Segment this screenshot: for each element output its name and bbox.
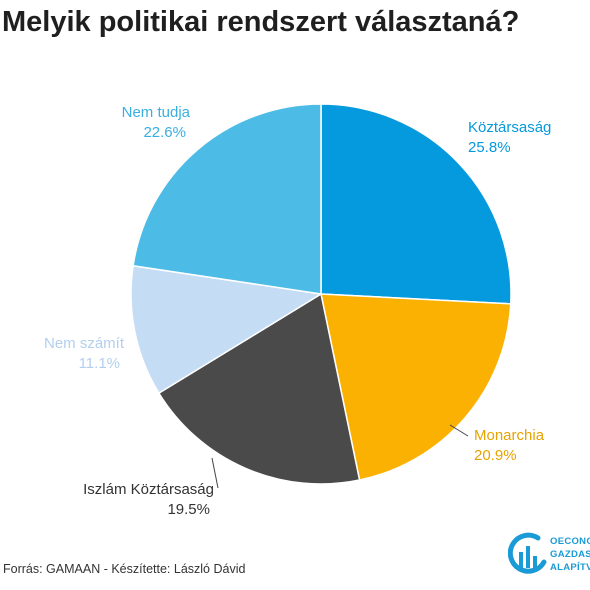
logo-icon [508,532,547,574]
pie-slice-4 [132,103,322,295]
leader-line-2 [211,457,219,489]
slice-value-0: 25.8% [468,139,511,156]
leader-line-1 [449,424,469,437]
slice-label-1: Monarchia [474,427,545,444]
slice-value-4: 22.6% [143,124,186,141]
slice-value-1: 20.9% [474,447,517,464]
logo-text-line-1: OECONOS [550,536,590,547]
pie-slice-1 [320,293,512,481]
slice-label-2: Iszlám Köztársaság [83,481,214,498]
logo-text-line-2: GAZDASÁ [550,549,590,560]
logo-text-line-3: ALAPÍTVÁ [550,562,590,573]
pie-slice-3 [130,264,324,395]
pie-slice-0 [320,103,512,305]
slice-label-0: Köztársaság [468,119,551,136]
slice-label-4: Nem tudja [122,104,191,121]
publisher-logo: OECONOS GAZDASÁ ALAPÍTVÁ [508,528,590,584]
source-credit: Forrás: GAMAAN - Készítette: László Dávi… [3,562,246,576]
slice-label-3: Nem számít [44,335,125,352]
chart-title: Melyik politikai rendszert választaná? [2,6,520,38]
slice-value-3: 11.1% [79,355,120,372]
pie-slice-2 [157,292,361,485]
slice-value-2: 19.5% [167,501,210,518]
